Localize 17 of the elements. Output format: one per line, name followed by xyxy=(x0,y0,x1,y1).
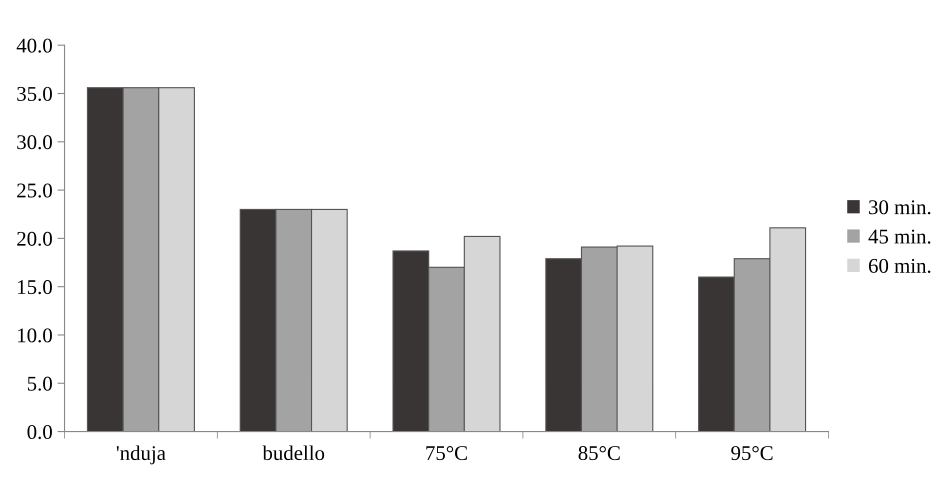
y-tick-label: 10.0 xyxy=(18,328,52,342)
y-tick-label: 20.0 xyxy=(17,232,52,246)
x-tick-label: 'nduja xyxy=(116,445,166,464)
legend-label: 45 min. xyxy=(868,230,930,244)
y-tick-label: 0.0 xyxy=(27,424,52,440)
x-tick-label: 85°C xyxy=(578,446,620,460)
y-tick-label: 25.0 xyxy=(17,183,52,198)
legend-label: 60 min. xyxy=(868,258,930,273)
x-tick-label: budello xyxy=(262,445,324,460)
y-tick-label: 5.0 xyxy=(28,376,52,391)
y-tick-label: 40.0 xyxy=(16,38,52,53)
y-tick-label: 35.0 xyxy=(17,86,52,102)
x-tick-label: 75°C xyxy=(426,446,467,460)
x-tick-label: 95°C xyxy=(731,446,772,460)
y-tick-label: 30.0 xyxy=(17,135,52,150)
legend-label: 30 min. xyxy=(869,200,930,214)
y-tick-label: 15.0 xyxy=(18,280,52,294)
